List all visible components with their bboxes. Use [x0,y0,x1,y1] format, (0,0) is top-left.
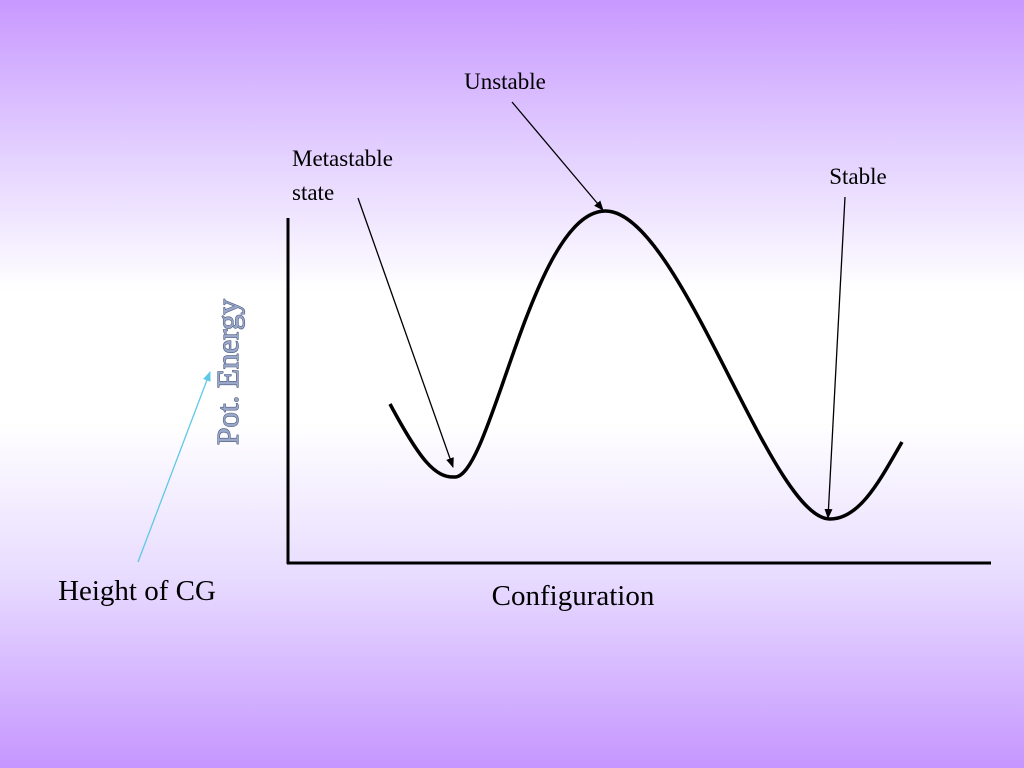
pointer-label: Height of CG [58,575,216,607]
energy-curve [388,209,904,521]
metastable-label: state [292,180,334,205]
x-axis-label: Configuration [492,580,655,612]
stable-label: Stable [829,164,887,189]
unstable-arrow [511,101,604,211]
pointer-arrow [137,371,211,563]
metastable-label: Metastable [292,146,393,171]
y-axis-label: Pot. Energy [210,299,245,445]
metastable-arrow [357,197,454,468]
stable-arrow [824,196,846,519]
unstable-label: Unstable [464,69,546,94]
